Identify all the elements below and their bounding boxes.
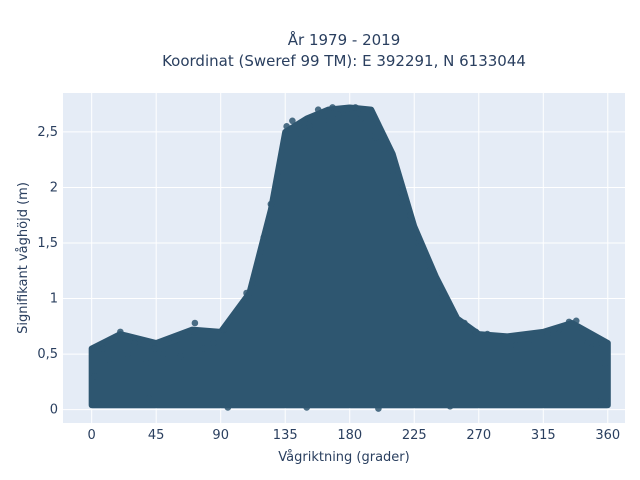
data-point — [177, 353, 184, 360]
data-point — [461, 319, 468, 327]
x-tick-label: 0 — [88, 428, 96, 443]
data-point — [253, 267, 260, 275]
data-point — [426, 267, 434, 275]
data-point — [449, 311, 457, 319]
chart-title-line-1: År 1979 - 2019 — [288, 30, 401, 49]
data-point — [601, 359, 609, 367]
data-point — [160, 350, 167, 358]
chart-title-line-2: Koordinat (Sweref 99 TM): E 392291, N 61… — [162, 52, 526, 70]
data-point — [171, 337, 179, 345]
data-point — [484, 330, 491, 338]
data-point — [91, 373, 98, 380]
x-tick-label: 135 — [273, 428, 298, 443]
data-point — [380, 150, 388, 158]
data-point — [352, 104, 359, 111]
x-tick-label: 360 — [595, 428, 620, 443]
data-point — [243, 289, 250, 297]
x-axis-ticks: 0 45 90 135 180 225 270 315 360 — [88, 428, 621, 443]
x-tick-label: 225 — [402, 428, 427, 443]
y-axis-title: Signifikant våghöjd (m) — [16, 182, 31, 334]
data-point — [565, 318, 573, 326]
data-point — [220, 326, 227, 333]
data-point — [597, 397, 604, 405]
data-point — [334, 111, 342, 119]
data-point — [124, 350, 131, 358]
y-tick-label: 0,5 — [37, 347, 58, 362]
y-tick-label: 2 — [50, 180, 58, 195]
x-tick-label: 90 — [212, 428, 229, 443]
data-point — [375, 405, 382, 412]
data-point — [406, 211, 414, 219]
data-point — [584, 339, 592, 347]
data-point — [131, 339, 138, 347]
data-point — [267, 200, 275, 208]
x-tick-label: 180 — [337, 428, 362, 443]
y-tick-label: 1 — [50, 292, 58, 307]
data-point — [151, 345, 159, 352]
data-point — [117, 328, 124, 336]
y-tick-label: 1,5 — [37, 236, 58, 251]
data-point — [224, 404, 232, 411]
y-axis-ticks: 0 0,5 1 1,5 2 2,5 — [37, 125, 58, 418]
data-point — [303, 404, 311, 411]
data-point — [320, 117, 328, 125]
data-point — [495, 337, 503, 345]
data-point — [185, 328, 193, 336]
data-point — [297, 130, 305, 138]
data-point — [415, 239, 422, 247]
data-point — [260, 234, 268, 241]
data-point — [446, 403, 454, 410]
data-point — [210, 339, 217, 347]
data-point — [398, 189, 405, 197]
data-point — [472, 328, 480, 336]
data-point — [544, 330, 551, 338]
data-point — [343, 106, 351, 113]
x-tick-label: 270 — [466, 428, 491, 443]
x-tick-label: 45 — [148, 428, 165, 443]
data-point — [283, 123, 290, 130]
data-point — [438, 289, 445, 297]
data-point — [366, 128, 374, 136]
y-tick-label: 0 — [50, 403, 58, 418]
data-point — [95, 400, 103, 408]
y-tick-label: 2,5 — [37, 125, 58, 140]
data-point — [525, 337, 533, 345]
data-point — [99, 345, 107, 352]
data-point — [314, 106, 322, 113]
data-point — [231, 311, 239, 319]
x-axis-title: Vågriktning (grader) — [278, 450, 409, 465]
data-point — [593, 341, 600, 349]
data-point — [329, 104, 336, 111]
data-point — [518, 400, 526, 408]
data-point — [357, 115, 365, 122]
data-point — [306, 123, 313, 130]
data-point — [274, 173, 282, 180]
data-point — [372, 134, 379, 141]
data-point — [200, 345, 207, 352]
data-point — [512, 341, 520, 349]
data-point — [191, 319, 199, 327]
data-point — [145, 395, 153, 402]
data-point — [142, 359, 150, 367]
data-point — [572, 317, 580, 325]
x-tick-label: 315 — [531, 428, 556, 443]
data-point — [389, 167, 397, 175]
data-point — [289, 117, 296, 125]
data-point — [105, 356, 113, 363]
data-points — [91, 104, 609, 412]
data-point — [555, 326, 563, 333]
